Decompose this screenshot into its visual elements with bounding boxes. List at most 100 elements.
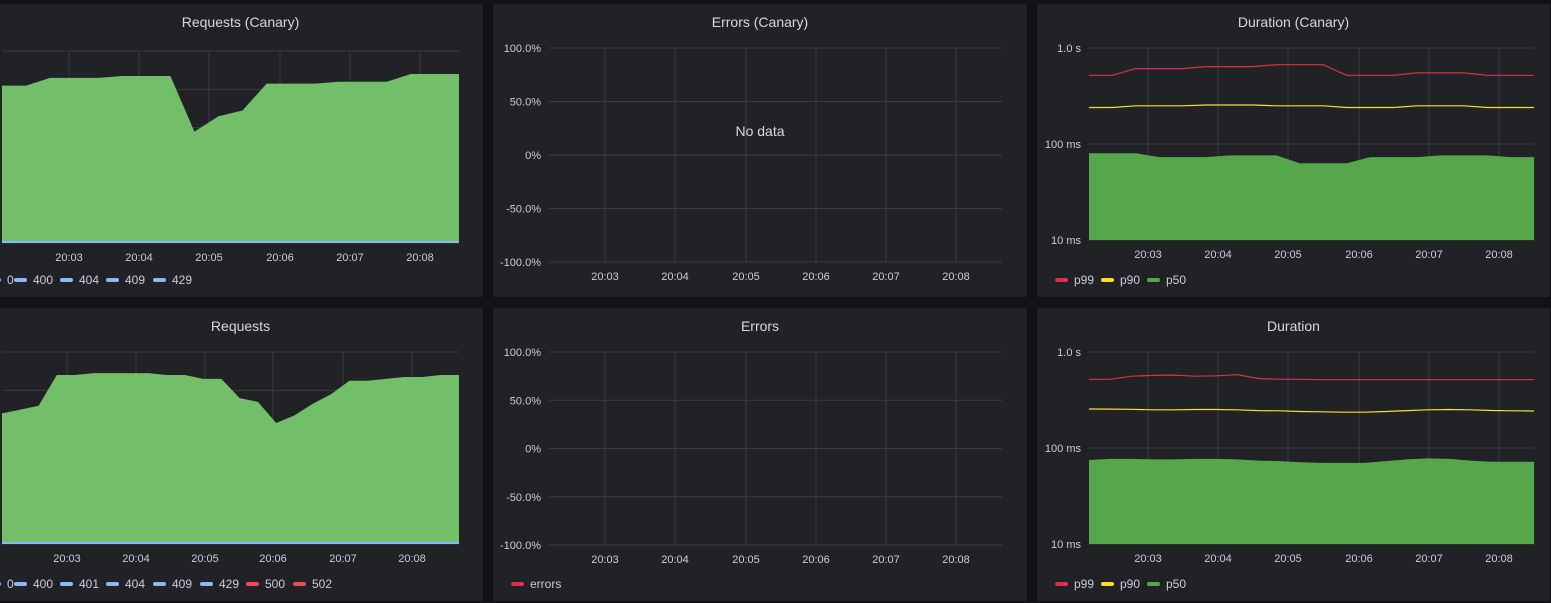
legend-swatch — [1147, 278, 1160, 282]
legend-swatch — [511, 582, 524, 586]
legend-item[interactable]: 400 — [14, 577, 53, 591]
x-tick-label: 20:05 — [1274, 249, 1302, 261]
legend-swatch — [153, 582, 166, 586]
legend-item[interactable]: 429 — [200, 577, 239, 591]
requests-canary-panel[interactable]: Requests (Canary) 20:03 20:04 20:05 20:06 20… — [0, 4, 483, 297]
x-tick-label: 20:05 — [1274, 553, 1302, 565]
x-tick-label: 20:03 — [1134, 553, 1162, 565]
x-tick-label: 20:04 — [125, 252, 153, 264]
legend-label: 429 — [219, 577, 240, 591]
x-tick-label: 20:06 — [802, 271, 830, 283]
legend-swatch — [106, 278, 119, 282]
legend-swatch — [0, 278, 1, 282]
legend-item[interactable]: 500 — [246, 577, 285, 591]
legend-item[interactable]: 400 — [14, 273, 53, 287]
no-data-message: No data — [735, 123, 784, 139]
p90-line — [1089, 104, 1534, 109]
errors-chart: 100.0% 50.0% 0% -50.0% -100.0% 20:03 20:04 20:0… — [500, 347, 1002, 566]
legend-item[interactable]: 429 — [153, 273, 192, 287]
x-tick-label: 20:04 — [661, 271, 689, 283]
x-tick-label: 20:08 — [1485, 553, 1513, 565]
legend-item[interactable]: 502 — [293, 577, 332, 591]
legend-item[interactable]: 409 — [106, 273, 145, 287]
x-tick-label: 20:04 — [1204, 249, 1232, 261]
y-tick-label: -100.0% — [500, 257, 541, 269]
requests-area — [2, 74, 459, 243]
y-tick-label: 100 ms — [1045, 443, 1082, 455]
y-tick-label: -50.0% — [506, 204, 541, 216]
legend-item[interactable]: p90 — [1101, 273, 1140, 287]
x-tick-label: 20:06 — [802, 554, 830, 566]
duration-panel[interactable]: Duration 1.0 s 100 ms 10 ms 20:03 20:04 20:05… — [1037, 308, 1550, 601]
legend-label: errors — [530, 577, 562, 591]
x-tick-label: 20:04 — [122, 553, 150, 565]
y-tick-label: s — [0, 347, 1, 359]
legend-swatch — [1055, 278, 1068, 282]
y-tick-label: s — [0, 385, 1, 397]
legend-label: 409 — [172, 577, 193, 591]
y-tick-label: s — [0, 539, 1, 551]
legend-swatch — [60, 582, 73, 586]
legend-label: 401 — [79, 577, 100, 591]
errors-panel[interactable]: Errors 100.0% 50.0% 0% -50.0% -100.0% 20:03 20… — [493, 308, 1027, 601]
legend-item[interactable]: p99 — [1055, 273, 1094, 287]
legend-label: 400 — [33, 577, 54, 591]
legend-label: 0 — [7, 577, 14, 591]
legend-item[interactable]: p99 — [1055, 577, 1094, 591]
legend-swatch — [1101, 278, 1114, 282]
x-tick-label: 20:03 — [53, 553, 81, 565]
duration-canary-panel[interactable]: Duration (Canary) 1.0 s 100 ms 10 ms 20:03 2… — [1037, 4, 1550, 297]
x-tick-label: 20:07 — [1415, 553, 1443, 565]
legend-label: p50 — [1166, 273, 1187, 287]
y-tick-label: s — [0, 462, 1, 474]
x-tick-label: 20:08 — [406, 252, 434, 264]
y-tick-label: s — [0, 424, 1, 436]
x-tick-label: 20:05 — [732, 271, 760, 283]
y-tick-label: -100.0% — [500, 540, 541, 552]
legend-label: 400 — [33, 273, 54, 287]
x-tick-label: 20:03 — [1134, 249, 1162, 261]
panel-title: Duration — [1267, 318, 1320, 334]
p99-line — [1089, 374, 1534, 381]
legend-item[interactable]: p90 — [1101, 577, 1140, 591]
x-tick-label: 20:08 — [1485, 249, 1513, 261]
errors-canary-panel[interactable]: Errors (Canary) 100.0% 50.0% 0% -50.0% -100.… — [493, 4, 1027, 297]
legend-item[interactable]: errors — [511, 577, 561, 591]
x-tick-label: 20:07 — [872, 271, 900, 283]
legend-item[interactable]: 409 — [153, 577, 192, 591]
y-tick-label: 100.0% — [504, 43, 542, 55]
legend-label: p90 — [1120, 273, 1141, 287]
panel-title: Errors — [740, 318, 780, 334]
panel-title: Requests — [210, 318, 271, 334]
y-tick-label: 10 ms — [1051, 539, 1081, 551]
legend-label: 404 — [125, 577, 146, 591]
x-tick-label: 20:06 — [266, 252, 294, 264]
legend-swatch — [200, 582, 213, 586]
legend-swatch — [153, 278, 166, 282]
legend-item[interactable]: p50 — [1147, 577, 1186, 591]
legend-label: 409 — [125, 273, 146, 287]
x-tick-label: 20:08 — [942, 554, 970, 566]
legend-swatch — [1101, 582, 1114, 586]
requests-panel[interactable]: Requests s s s s s s 20:03 20:04 20:05 20:06 20:07… — [0, 308, 483, 601]
legend-item[interactable]: p50 — [1147, 273, 1186, 287]
legend-item[interactable]: 404 — [106, 577, 145, 591]
legend-label: p50 — [1166, 577, 1187, 591]
y-tick-label: -50.0% — [506, 492, 541, 504]
legend-item[interactable]: 404 — [60, 273, 99, 287]
panel-title: Duration (Canary) — [1237, 14, 1350, 30]
legend-swatch — [14, 278, 27, 282]
legend-item[interactable]: 0 — [0, 577, 14, 591]
legend-swatch — [1055, 582, 1068, 586]
y-tick-label: s — [0, 501, 1, 513]
p50-area — [1089, 153, 1534, 240]
x-tick-label: 20:06 — [1345, 249, 1373, 261]
x-tick-label: 20:06 — [1345, 553, 1373, 565]
legend-item[interactable]: 401 — [60, 577, 99, 591]
legend-item[interactable]: 0 — [0, 273, 14, 287]
x-tick-label: 20:05 — [732, 554, 760, 566]
legend-swatch — [246, 582, 259, 586]
panel-title: Errors (Canary) — [711, 14, 809, 30]
duration-chart: 1.0 s 100 ms 10 ms 20:03 20:04 20:05 20:06 20:0… — [1045, 347, 1535, 565]
y-tick-label: 100 ms — [1045, 139, 1082, 151]
